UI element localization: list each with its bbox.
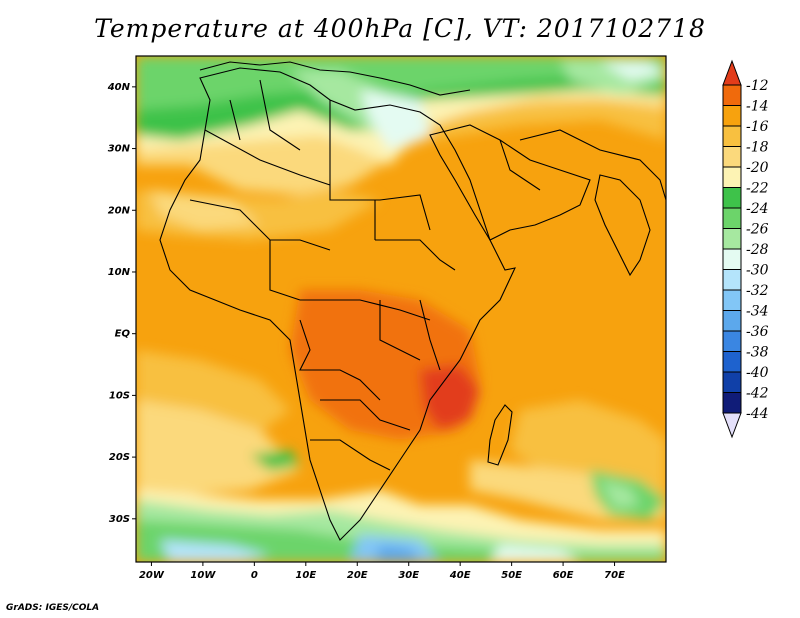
colorbar-label: -38 bbox=[746, 345, 769, 361]
x-tick-label: 70E bbox=[604, 570, 625, 581]
colorbar-top-triangle bbox=[722, 59, 742, 86]
x-tick-label: 10E bbox=[295, 570, 316, 581]
x-tick-label: 50E bbox=[501, 570, 522, 581]
colorbar-swatch bbox=[722, 84, 742, 106]
y-tick-label: EQ bbox=[115, 329, 131, 340]
colorbar-label: -22 bbox=[746, 181, 769, 197]
y-tick-label: 20N bbox=[108, 205, 131, 216]
y-axis: 40N 30N 20N 10N EQ 10S 20S 30S bbox=[107, 82, 136, 525]
colorbar-swatch bbox=[722, 105, 742, 127]
colorbar-label: -34 bbox=[746, 304, 769, 320]
map-title: Temperature at 400hPa [C], VT: 201710271… bbox=[94, 14, 706, 43]
colorbar-swatch bbox=[722, 125, 742, 147]
colorbar-bottom-triangle bbox=[722, 412, 742, 439]
x-tick-label: 10W bbox=[190, 570, 216, 581]
plot-frame bbox=[135, 55, 667, 563]
colorbar-label: -20 bbox=[746, 160, 769, 176]
colorbar-label: -28 bbox=[746, 242, 769, 258]
y-tick-label: 20S bbox=[109, 452, 130, 463]
x-tick-label: 40E bbox=[449, 570, 471, 581]
colorbar-label: -12 bbox=[746, 78, 769, 94]
colorbar-label: -42 bbox=[746, 386, 769, 402]
colorbar-swatch bbox=[722, 166, 742, 188]
colorbar-swatch bbox=[722, 207, 742, 229]
coastlines bbox=[159, 61, 666, 541]
y-tick-label: 40N bbox=[107, 82, 131, 93]
colorbar-label: -44 bbox=[746, 406, 769, 422]
colorbar: -12 -14 -16 -18 -20 -22 -24 -26 -28 -30 -32 -34 -36 -… bbox=[722, 59, 769, 439]
colorbar-swatch bbox=[722, 228, 742, 250]
colorbar-label: -14 bbox=[746, 99, 769, 115]
x-axis: 20W 10W 0 10E 20E 30E 40E 50E 60E 70E bbox=[139, 562, 625, 581]
colorbar-label: -40 bbox=[746, 365, 769, 381]
colorbar-swatch bbox=[722, 351, 742, 373]
colorbar-label: -32 bbox=[746, 283, 769, 299]
colorbar-swatch bbox=[722, 146, 742, 168]
colorbar-label: -24 bbox=[746, 201, 769, 217]
x-tick-label: 60E bbox=[553, 570, 574, 581]
colorbar-label: -36 bbox=[746, 324, 769, 340]
colorbar-swatch bbox=[722, 371, 742, 393]
colorbar-label: -30 bbox=[746, 263, 769, 279]
colorbar-swatch bbox=[722, 248, 742, 270]
y-tick-label: 30N bbox=[108, 144, 131, 155]
y-tick-label: 10N bbox=[108, 267, 131, 278]
x-tick-label: 20W bbox=[139, 570, 165, 581]
colorbar-swatch bbox=[722, 330, 742, 352]
y-tick-label: 10S bbox=[109, 390, 130, 401]
y-tick-label: 30S bbox=[109, 514, 130, 525]
colorbar-swatch bbox=[722, 392, 742, 414]
temperature-field bbox=[136, 56, 666, 562]
colorbar-swatch bbox=[722, 289, 742, 311]
colorbar-swatch bbox=[722, 269, 742, 291]
credit-label: GrADS: IGES/COLA bbox=[6, 603, 100, 613]
colorbar-label: -16 bbox=[746, 119, 769, 135]
colorbar-label: -26 bbox=[746, 222, 769, 238]
colorbar-swatch bbox=[722, 310, 742, 332]
colorbar-swatch bbox=[722, 187, 742, 209]
x-tick-label: 30E bbox=[398, 570, 419, 581]
colorbar-label: -18 bbox=[746, 140, 769, 156]
x-tick-label: 20E bbox=[347, 570, 368, 581]
x-tick-label: 0 bbox=[251, 570, 258, 581]
